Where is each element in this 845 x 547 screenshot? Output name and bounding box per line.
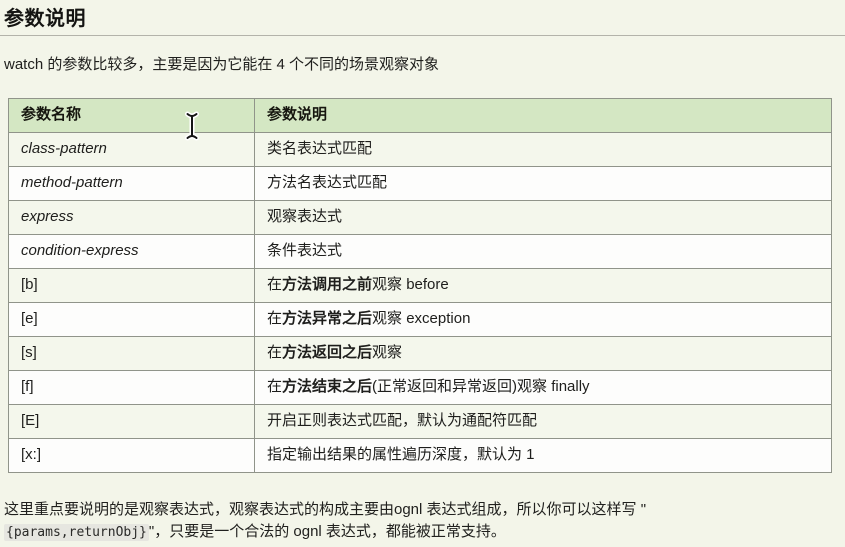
- footer-line2: "，只要是一个合法的 ognl 表达式，都能被正常支持。: [148, 523, 506, 540]
- params-table: 参数名称 参数说明 class-pattern 类名表达式匹配 method-p…: [8, 98, 832, 473]
- table-row: method-pattern 方法名表达式匹配: [8, 166, 832, 201]
- intro-text: watch 的参数比较多，主要是因为它能在 4 个不同的场景观察对象: [4, 56, 440, 73]
- param-desc-cell: 在方法调用之前观察 before: [254, 268, 832, 303]
- footer-line1: 这里重点要说明的是观察表达式，观察表达式的构成主要由ognl 表达式组成，所以你…: [4, 501, 647, 518]
- param-desc-cell: 指定输出结果的属性遍历深度，默认为 1: [254, 438, 832, 473]
- table-row: [x:] 指定输出结果的属性遍历深度，默认为 1: [8, 438, 832, 473]
- param-name-cell: class-pattern: [8, 132, 255, 167]
- param-desc-cell: 开启正则表达式匹配，默认为通配符匹配: [254, 404, 832, 439]
- param-name-cell: condition-express: [8, 234, 255, 269]
- param-name-cell: express: [8, 200, 255, 235]
- param-name-cell: [s]: [8, 336, 255, 371]
- code-inline: {params,returnObj}: [4, 524, 149, 541]
- page-title: 参数说明: [4, 8, 86, 30]
- param-desc-cell: 观察表达式: [254, 200, 832, 235]
- param-name-cell: [f]: [8, 370, 255, 405]
- table-row: express 观察表达式: [8, 200, 832, 235]
- param-desc-cell: 方法名表达式匹配: [254, 166, 832, 201]
- table-row: [e] 在方法异常之后观察 exception: [8, 302, 832, 337]
- param-desc-cell: 类名表达式匹配: [254, 132, 832, 167]
- table-header-row: 参数名称 参数说明: [8, 98, 832, 133]
- table-row: [E] 开启正则表达式匹配，默认为通配符匹配: [8, 404, 832, 439]
- param-name-cell: [E]: [8, 404, 255, 439]
- footer-paragraph: 这里重点要说明的是观察表达式，观察表达式的构成主要由ognl 表达式组成，所以你…: [4, 499, 845, 544]
- header-cell-param-desc: 参数说明: [254, 98, 832, 133]
- param-desc-cell: 在方法返回之后观察: [254, 336, 832, 371]
- table-row: [f] 在方法结束之后(正常返回和异常返回)观察 finally: [8, 370, 832, 405]
- param-name-cell: [e]: [8, 302, 255, 337]
- param-desc-cell: 在方法异常之后观察 exception: [254, 302, 832, 337]
- table-row: [b] 在方法调用之前观察 before: [8, 268, 832, 303]
- header-cell-param-name: 参数名称: [8, 98, 255, 133]
- table-row: class-pattern 类名表达式匹配: [8, 132, 832, 167]
- title-divider: [0, 35, 845, 36]
- table-row: condition-express 条件表达式: [8, 234, 832, 269]
- param-name-cell: [b]: [8, 268, 255, 303]
- param-name-cell: method-pattern: [8, 166, 255, 201]
- param-name-cell: [x:]: [8, 438, 255, 473]
- param-desc-cell: 条件表达式: [254, 234, 832, 269]
- table-row: [s] 在方法返回之后观察: [8, 336, 832, 371]
- param-desc-cell: 在方法结束之后(正常返回和异常返回)观察 finally: [254, 370, 832, 405]
